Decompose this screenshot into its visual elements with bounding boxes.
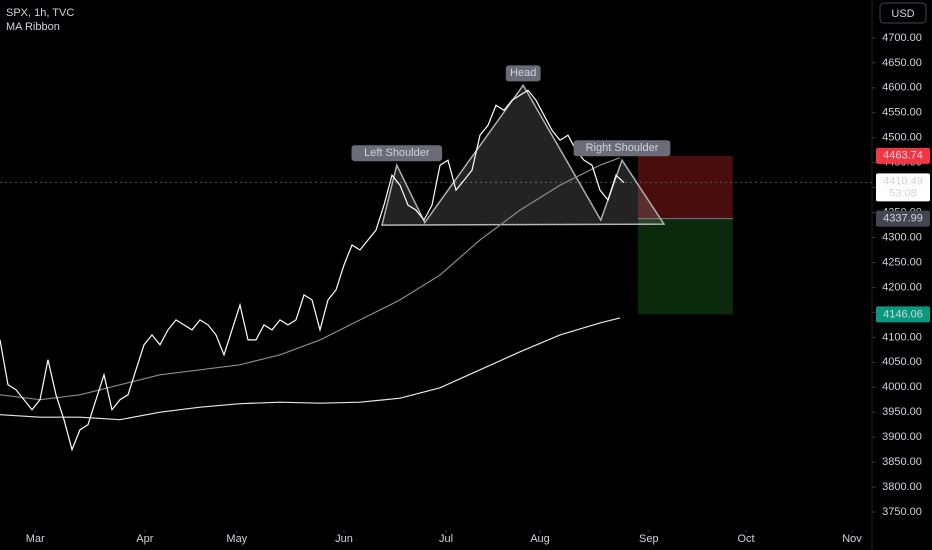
- target-zone: [638, 218, 733, 315]
- y-tick-label: 4050.00: [882, 356, 922, 368]
- y-tick-label: 4650.00: [882, 57, 922, 69]
- y-tick-label: 4250.00: [882, 256, 922, 268]
- y-tick-label: 4200.00: [882, 281, 922, 293]
- pattern-shape: [381, 83, 666, 226]
- x-tick-label: Apr: [136, 533, 153, 545]
- entry-price-label: 4337.99: [883, 212, 923, 224]
- y-tick-label: 3750.00: [882, 506, 922, 518]
- x-tick-label: Jun: [335, 533, 353, 545]
- x-tick-label: Mar: [26, 533, 45, 545]
- y-tick-label: 3800.00: [882, 481, 922, 493]
- stop-price-label: 4463.74: [883, 150, 923, 162]
- last-price-label: 4410.49: [883, 175, 923, 187]
- price-line: [0, 89, 625, 452]
- currency-button[interactable]: [879, 2, 927, 24]
- y-tick-label: 4300.00: [882, 231, 922, 243]
- annotation-label: Head: [510, 67, 536, 79]
- y-tick-label: 4000.00: [882, 381, 922, 393]
- moving-average: [0, 317, 621, 421]
- target-price-label: 4146.06: [883, 308, 923, 320]
- annotation-box: [573, 140, 671, 157]
- y-tick-label: 4550.00: [882, 107, 922, 119]
- y-tick-label: 4600.00: [882, 82, 922, 94]
- last-price-box: [876, 173, 930, 202]
- indicator-label: MA Ribbon: [6, 21, 60, 33]
- stop-price-label-box: [876, 147, 930, 164]
- y-tick-label: 4500.00: [882, 132, 922, 144]
- x-tick-label: Jul: [439, 533, 453, 545]
- target-price-label-box: [876, 306, 930, 323]
- x-tick-label: Aug: [530, 533, 550, 545]
- chart-title: SPX, 1h, TVC: [6, 7, 74, 19]
- y-tick-label: 3850.00: [882, 456, 922, 468]
- countdown-label: 53:08: [889, 187, 917, 199]
- x-tick-label: Sep: [639, 533, 659, 545]
- annotation-box: [505, 65, 541, 82]
- annotation-box: [351, 145, 443, 162]
- annotation-label: Left Shoulder: [364, 147, 430, 159]
- entry-price-label-box: [876, 210, 930, 227]
- annotation-label: Right Shoulder: [586, 142, 659, 154]
- currency-label[interactable]: USD: [891, 8, 914, 20]
- y-tick-label: 3950.00: [882, 406, 922, 418]
- x-tick-label: Oct: [737, 533, 754, 545]
- y-tick-label: 4700.00: [882, 32, 922, 44]
- y-tick-label: 4100.00: [882, 331, 922, 343]
- y-tick-label: 3900.00: [882, 431, 922, 443]
- x-tick-label: May: [226, 533, 247, 545]
- x-tick-label: Nov: [842, 533, 862, 545]
